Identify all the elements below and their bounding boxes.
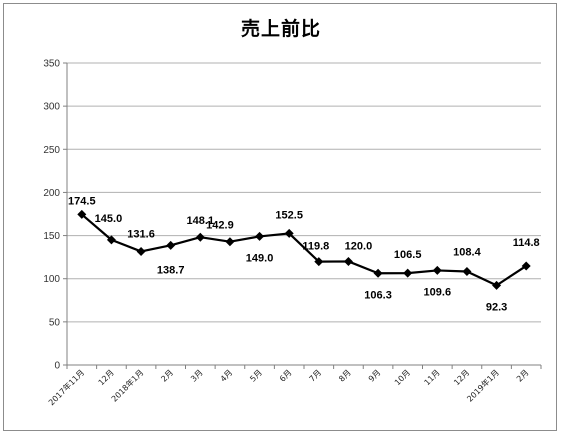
y-tick-label: 200	[43, 188, 60, 199]
data-point	[403, 268, 413, 278]
x-tick-label: 3月	[189, 368, 205, 384]
x-tick-label: 10月	[393, 368, 412, 387]
y-tick-label: 150	[43, 231, 60, 242]
y-tick-label: 250	[43, 145, 60, 156]
y-tick-label: 350	[43, 59, 60, 70]
data-label: 106.3	[364, 289, 392, 301]
x-tick-label: 9月	[367, 368, 383, 384]
series	[77, 209, 531, 290]
data-point	[314, 257, 324, 267]
data-label: 152.5	[275, 209, 303, 221]
data-point	[373, 268, 383, 278]
x-tick-label: 4月	[219, 368, 235, 384]
data-point	[195, 232, 205, 242]
chart-frame	[3, 3, 557, 431]
x-tick-label: 2017年11月	[46, 367, 86, 407]
y-tick-label: 0	[54, 361, 60, 372]
data-label: 108.4	[453, 246, 481, 258]
gridlines	[67, 62, 541, 323]
data-point	[255, 231, 265, 241]
x-tick-label: 11月	[423, 368, 442, 387]
data-label: 92.3	[486, 301, 507, 313]
data-label: 149.0	[246, 252, 274, 264]
data-point	[432, 265, 442, 275]
data-point	[343, 256, 353, 266]
data-label: 109.6	[424, 286, 452, 298]
data-point	[166, 240, 176, 250]
x-tick-label: 6月	[278, 368, 294, 384]
data-point	[136, 246, 146, 256]
data-label: 145.0	[95, 213, 123, 225]
x-tick-label: 2月	[515, 368, 531, 384]
data-label: 148.1	[187, 215, 215, 227]
data-point	[77, 209, 87, 219]
x-tick-label: 7月	[308, 368, 324, 384]
y-tick-labels: 0 50 100 150 200 250 300 350	[43, 59, 60, 372]
chart-title: 売上前比	[240, 18, 321, 40]
data-point	[521, 261, 531, 271]
data-point	[492, 280, 502, 290]
data-point	[225, 237, 235, 247]
x-tick-label: 12月	[452, 368, 471, 387]
data-label: 106.5	[394, 249, 422, 261]
data-label: 114.8	[513, 237, 540, 249]
y-tick-label: 300	[43, 102, 60, 113]
data-label: 119.8	[302, 241, 329, 253]
data-point	[284, 228, 294, 238]
x-tick-label: 2月	[159, 368, 175, 384]
series-line	[81, 213, 527, 287]
data-label: 142.9	[206, 220, 234, 232]
data-label: 131.6	[127, 228, 155, 240]
y-tick-label: 50	[49, 317, 61, 328]
axes	[63, 62, 542, 369]
x-tick-label: 5月	[248, 368, 264, 384]
data-label: 138.7	[157, 264, 185, 276]
data-point	[462, 266, 472, 276]
data-label: 120.0	[345, 240, 373, 252]
y-tick-label: 100	[43, 274, 60, 285]
x-tick-label: 2019年1月	[465, 367, 501, 403]
x-tick-label: 8月	[337, 368, 353, 384]
data-label: 174.5	[68, 195, 96, 207]
data-point	[106, 235, 116, 245]
x-tick-label: 2018年1月	[109, 367, 145, 403]
x-tick-label: 12月	[97, 368, 116, 387]
